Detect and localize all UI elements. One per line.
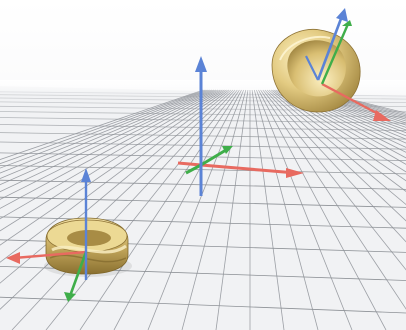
ring-object[interactable] [6, 168, 132, 302]
bowl-z-neg [305, 55, 319, 81]
bowl-z-arrowhead [336, 8, 348, 22]
ring-hole [67, 230, 111, 246]
floor-grid [0, 80, 406, 330]
ring-y-arrowhead [64, 292, 76, 302]
gizmo-z-arrowhead [195, 56, 207, 72]
grid-line-horizontal [0, 179, 406, 190]
gizmo-x-neg [177, 161, 202, 167]
gizmo-y-axis[interactable] [200, 148, 227, 167]
bowl-rim-highlight [279, 36, 331, 61]
grid-line-horizontal [0, 216, 406, 229]
bowl-object[interactable] [271, 8, 391, 121]
gizmo-x-arrowhead [286, 168, 304, 178]
bowl-y-axis[interactable] [320, 23, 350, 85]
ring-twist-band [51, 244, 127, 254]
ring-x-arrowhead [6, 252, 20, 264]
gizmo-y-neg [185, 163, 202, 175]
bowl-x-axis[interactable] [321, 82, 385, 119]
ring-y-axis[interactable] [68, 251, 88, 297]
bowl-z-axis[interactable] [316, 15, 344, 81]
grid-line-horizontal [0, 152, 406, 161]
ring-x-axis[interactable] [13, 250, 87, 260]
bowl-y-arrowhead [342, 20, 352, 26]
world-origin-gizmo[interactable] [177, 56, 304, 196]
bowl-x-arrowhead [373, 110, 391, 121]
ring-z-arrowhead [81, 168, 91, 182]
bowl-inner-cavity [287, 40, 346, 97]
gizmo-x-axis[interactable] [200, 163, 297, 175]
gizmo-y-arrowhead [222, 146, 233, 154]
grid-line-horizontal [0, 165, 406, 175]
